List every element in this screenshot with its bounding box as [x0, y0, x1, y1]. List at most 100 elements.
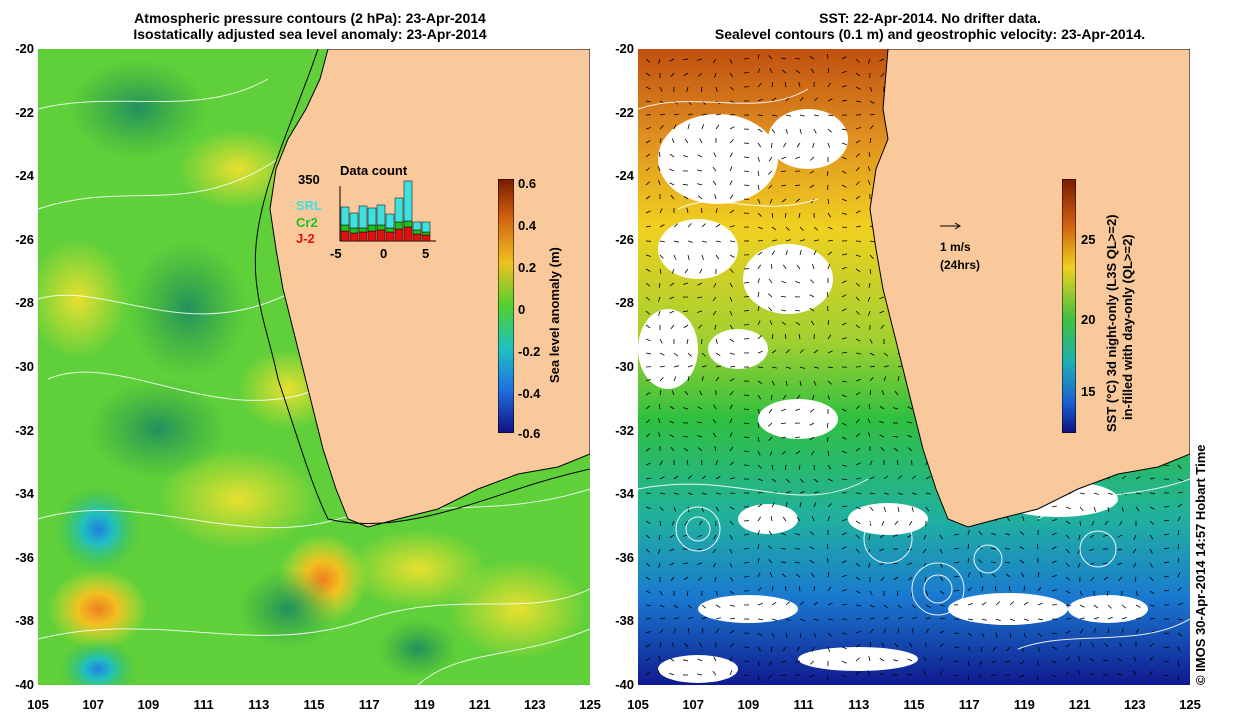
velocity-arrow [645, 520, 651, 524]
lon-tick-label: 121 [468, 697, 491, 712]
velocity-arrow [939, 643, 944, 648]
velocity-arrow [799, 491, 805, 494]
velocity-arrow [855, 534, 860, 539]
velocity-arrow [813, 478, 819, 483]
geostrophic-velocity-arrows [645, 53, 1184, 681]
velocity-arrow [841, 198, 847, 202]
velocity-arrow [659, 125, 664, 130]
velocity-arrow [757, 394, 762, 400]
velocity-arrow [757, 83, 762, 88]
velocity-arrow [881, 520, 885, 526]
velocity-arrow [697, 435, 703, 438]
velocity-arrow [812, 394, 815, 400]
velocity-arrow [811, 516, 815, 522]
velocity-arrow [697, 548, 703, 551]
velocity-arrow [1023, 585, 1025, 592]
velocity-arrow [645, 352, 651, 355]
velocity-arrow [1089, 673, 1095, 676]
velocity-arrow [729, 338, 735, 343]
velocity-arrow [645, 477, 651, 480]
velocity-arrow [1077, 670, 1081, 676]
velocity-arrow [794, 309, 801, 312]
velocity-arrow [869, 254, 874, 259]
velocity-arrow [1149, 576, 1154, 582]
velocity-arrow [645, 534, 651, 539]
velocity-arrow [991, 561, 997, 564]
inset-bar [376, 224, 386, 231]
velocity-arrow [925, 506, 930, 512]
velocity-arrow [701, 365, 707, 368]
velocity-arrow [768, 545, 773, 550]
velocity-arrow [683, 324, 689, 329]
velocity-arrow [659, 338, 663, 344]
velocity-arrow [812, 264, 815, 270]
velocity-arrow [869, 590, 873, 596]
velocity-arrow [757, 530, 760, 536]
velocity-arrow [659, 506, 664, 512]
velocity-arrow [880, 576, 885, 582]
velocity-arrow [1021, 572, 1025, 578]
velocity-arrow [658, 310, 661, 316]
velocity-arrow [827, 320, 830, 326]
velocity-arrow [771, 618, 777, 621]
velocity-arrow [687, 124, 690, 130]
velocity-arrow [645, 310, 651, 315]
sst-map[interactable] [638, 49, 1190, 685]
velocity-arrow [879, 657, 885, 662]
velocity-arrow [907, 406, 913, 410]
velocity-arrow [757, 239, 764, 242]
velocity-arrow [658, 534, 661, 540]
velocity-arrow [757, 170, 760, 176]
velocity-arrow [869, 138, 872, 144]
velocity-arrow [799, 601, 804, 606]
velocity-arrow [869, 506, 874, 512]
velocity-arrow [757, 544, 760, 550]
velocity-arrow [714, 576, 717, 582]
velocity-arrow [781, 69, 787, 74]
velocity-arrow [743, 296, 750, 298]
velocity-arrow [669, 672, 675, 676]
velocity-arrow [701, 628, 704, 634]
velocity-arrow [673, 492, 679, 495]
velocity-arrow [979, 572, 983, 578]
velocity-arrow [855, 225, 861, 228]
velocity-arrow [729, 446, 734, 452]
lat-tick-label: -22 [615, 104, 634, 120]
velocity-arrow [743, 408, 750, 410]
velocity-arrow [781, 198, 787, 203]
velocity-arrow [1020, 660, 1025, 665]
velocity-arrow [658, 58, 661, 64]
velocity-arrow [897, 628, 900, 634]
velocity-arrow [683, 72, 689, 76]
velocity-arrow [953, 533, 960, 536]
velocity-arrow [658, 282, 661, 288]
velocity-arrow [893, 447, 899, 452]
velocity-arrow [1104, 520, 1109, 526]
data-count-inset [339, 180, 436, 242]
velocity-arrow [659, 113, 666, 116]
velocity-arrow [757, 632, 763, 637]
velocity-arrow [683, 659, 689, 662]
velocity-arrow [687, 376, 690, 382]
velocity-arrow [712, 432, 717, 438]
lon-tick-label: 115 [903, 697, 925, 712]
velocity-arrow [757, 54, 760, 60]
velocity-arrow [715, 617, 721, 620]
velocity-arrow [669, 168, 675, 172]
velocity-arrow [683, 447, 689, 452]
velocity-arrow [673, 365, 679, 368]
velocity-arrow [868, 562, 871, 568]
velocity-arrow [826, 674, 829, 681]
velocity-arrow [967, 543, 970, 550]
velocity-arrow [855, 86, 861, 90]
velocity-arrow [896, 460, 899, 466]
velocity-arrow [699, 390, 703, 396]
velocity-arrow [813, 632, 817, 638]
velocity-arrow [841, 505, 847, 508]
velocity-arrow [729, 604, 735, 607]
velocity-arrow [869, 628, 874, 634]
velocity-arrow [780, 674, 787, 677]
velocity-arrow [827, 586, 832, 592]
velocity-arrow [682, 562, 689, 565]
velocity-arrow [939, 548, 943, 554]
